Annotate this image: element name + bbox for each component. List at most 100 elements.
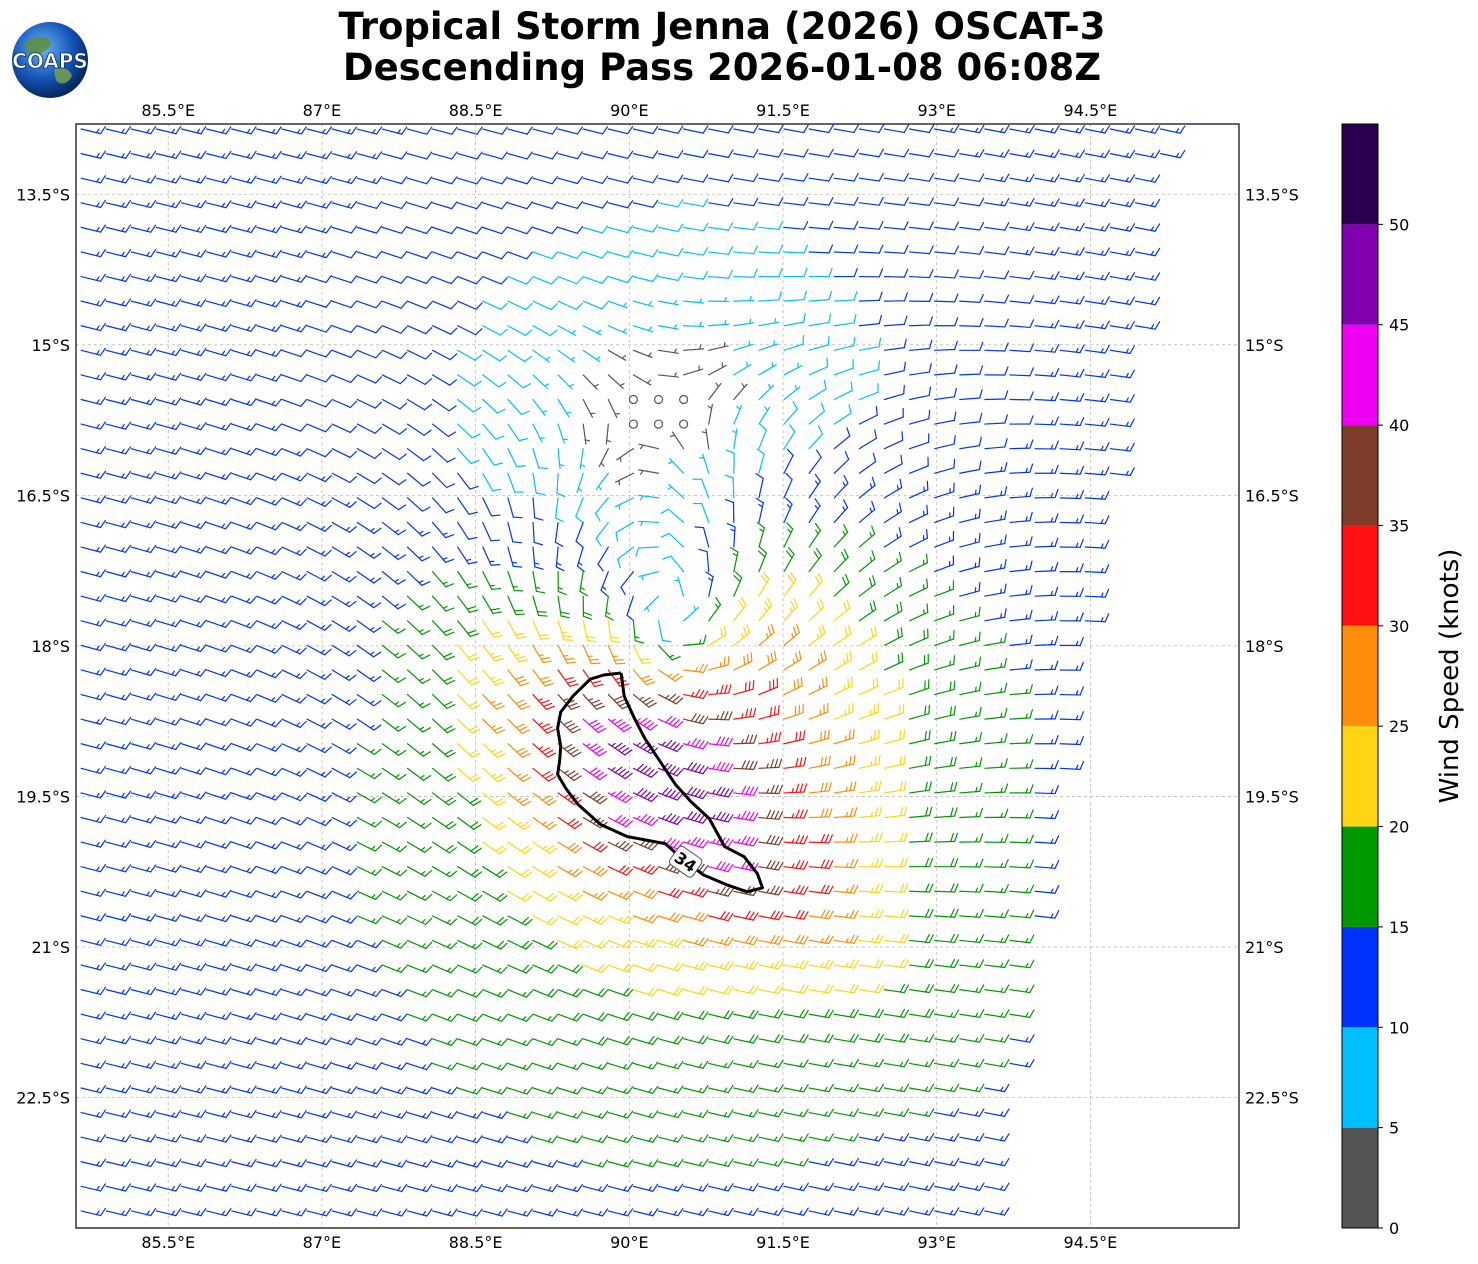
wind-barb — [833, 244, 859, 254]
wind-barb — [833, 291, 858, 302]
colorbar-tick-label: 5 — [1389, 1119, 1399, 1138]
wind-barb — [1009, 173, 1035, 183]
wind-barb — [557, 175, 584, 185]
wind-barb — [858, 196, 884, 206]
wind-barb — [783, 290, 807, 302]
wind-barb — [833, 148, 859, 158]
wind-barb — [306, 225, 332, 234]
wind-barb — [457, 151, 483, 160]
wind-barb — [758, 173, 784, 182]
wind-barb — [331, 325, 358, 334]
wind-barb — [231, 274, 257, 283]
wind-barb — [1084, 247, 1110, 257]
wind-barb — [356, 151, 383, 160]
colorbar-segment — [1342, 726, 1378, 827]
wind-barb — [858, 291, 883, 302]
wind-barb — [256, 299, 282, 308]
wind-barb — [1134, 272, 1161, 281]
wind-barb — [331, 275, 358, 284]
wind-barb — [858, 220, 884, 230]
wind-barb — [1034, 173, 1060, 183]
colorbar-segment — [1342, 1127, 1378, 1228]
wind-barb — [105, 224, 132, 233]
colorbar-segment — [1342, 1027, 1378, 1128]
wind-barb — [959, 270, 984, 279]
wind-barb — [331, 200, 358, 209]
wind-barb — [582, 150, 609, 160]
wind-barb — [507, 201, 533, 210]
wind-barb — [231, 224, 257, 234]
wind-barb — [833, 172, 859, 182]
wind-barb — [959, 124, 985, 134]
wind-barb — [507, 251, 533, 260]
wind-barb — [457, 325, 483, 336]
colorbar-tick-label: 30 — [1389, 617, 1409, 636]
wind-barb — [984, 294, 1010, 304]
wind-barb — [155, 273, 182, 283]
wind-barb — [356, 200, 383, 209]
wind-barb — [683, 222, 709, 232]
wind-barb — [984, 149, 1010, 158]
wind-barb — [984, 124, 1010, 134]
colorbar-tick-label: 25 — [1389, 717, 1409, 736]
wind-barb — [80, 199, 106, 209]
wind-barb — [783, 220, 809, 230]
wind-barb — [155, 175, 182, 184]
wind-barb — [457, 300, 483, 310]
wind-barb — [908, 221, 934, 231]
wind-barb — [758, 124, 784, 134]
wind-barb — [984, 246, 1010, 256]
wind-barb — [883, 172, 909, 182]
wind-barb — [180, 274, 207, 283]
wind-barb — [1084, 149, 1111, 159]
wind-barb — [457, 275, 483, 285]
wind-barb — [231, 323, 257, 332]
wind-barb — [582, 126, 609, 135]
wind-barb — [256, 225, 282, 234]
wind-barb — [607, 300, 628, 309]
wind-barb — [256, 249, 282, 258]
wind-barb — [356, 176, 383, 185]
wind-barb — [733, 221, 759, 231]
wind-barb — [206, 224, 232, 233]
landmass-icon — [24, 36, 52, 55]
wind-barb — [306, 324, 333, 333]
wind-barb — [708, 149, 734, 158]
wind-barb — [206, 249, 232, 258]
wind-barb — [281, 175, 307, 184]
wind-barb — [155, 298, 182, 307]
wind-barb — [231, 249, 257, 258]
wind-barb — [105, 273, 132, 282]
wind-barb — [231, 126, 257, 135]
wind-barb — [1134, 247, 1161, 257]
wind-barb — [406, 226, 433, 235]
wind-barb — [406, 201, 433, 210]
wind-barb — [758, 221, 784, 231]
wind-barb — [808, 196, 834, 206]
wind-barb — [206, 126, 232, 135]
wind-barb — [758, 244, 784, 254]
wind-barb — [231, 175, 257, 184]
wind-barb — [155, 199, 182, 209]
wind-barb — [908, 197, 935, 206]
wind-barb — [130, 126, 157, 135]
wind-barb — [1009, 222, 1035, 232]
wind-barb — [1009, 124, 1035, 134]
wind-barb — [733, 245, 759, 255]
wind-barb — [381, 325, 408, 334]
wind-barb — [1109, 125, 1136, 134]
wind-barb — [256, 126, 282, 135]
wind-barb — [833, 267, 858, 278]
wind-barb — [532, 151, 558, 160]
wind-barb — [683, 271, 709, 280]
grid-lines — [76, 124, 1239, 1228]
wind-barb — [281, 225, 307, 234]
wind-barb — [281, 126, 307, 135]
wind-barb — [1009, 270, 1035, 280]
wind-barb — [607, 175, 634, 184]
wind-barb — [532, 226, 558, 235]
wind-barb — [256, 324, 282, 333]
wind-barb — [908, 245, 934, 255]
wind-barb — [783, 173, 809, 182]
wind-barb — [130, 298, 157, 307]
